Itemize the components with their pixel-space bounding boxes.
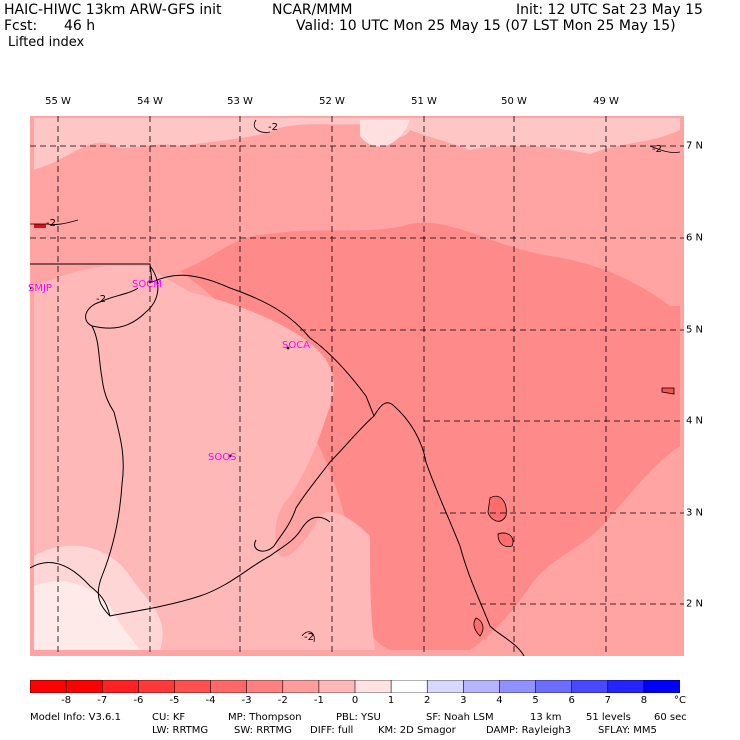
colorbar-tick-label: 5 — [532, 695, 539, 706]
contour-minus2 — [30, 119, 681, 643]
cell-strong — [661, 387, 675, 395]
footer-pbl: PBL: YSU — [336, 712, 381, 723]
lifted-index-map — [30, 116, 684, 656]
colorbar-segment — [426, 680, 465, 693]
field-weak-north — [34, 118, 680, 170]
lon-label: 51 W — [411, 96, 437, 107]
cell-strong — [34, 224, 46, 228]
colorbar-segment — [282, 680, 320, 693]
colorbar-segment — [463, 680, 501, 693]
colorbar-tick-label: -1 — [313, 695, 324, 706]
contour-label: -2 — [46, 218, 56, 229]
coastline-borders — [30, 263, 525, 656]
footer-model-info: Model Info: V3.6.1 — [30, 712, 121, 723]
colorbar-unit: °C — [674, 695, 686, 706]
footer-damp: DAMP: Rayleigh3 — [486, 725, 572, 736]
lat-lon-grid — [30, 116, 684, 656]
lon-label: 52 W — [319, 96, 345, 107]
colorbar-segment — [30, 680, 67, 693]
footer-km: KM: 2D Smagor — [378, 725, 456, 736]
colorbar-tick-label: -6 — [133, 695, 144, 706]
colorbar-segment — [138, 680, 176, 693]
colorbar-segment — [174, 680, 212, 693]
colorbar-tick-label: 6 — [568, 695, 575, 706]
colorbar-tick-label: -2 — [277, 695, 288, 706]
field-very-weak-north — [360, 120, 410, 147]
field-moderate-coast — [230, 256, 410, 376]
colorbar-tick-label: 7 — [604, 695, 611, 706]
lon-label: 50 W — [501, 96, 527, 107]
colorbar-tick-label: -5 — [169, 695, 180, 706]
contour-label: -2 — [652, 144, 662, 155]
footer-diff: DIFF: full — [310, 725, 354, 736]
colorbar-tick-label: 0 — [351, 695, 359, 706]
footer-lw: LW: RRTMG — [152, 725, 209, 736]
contour-label: -2 — [304, 632, 314, 643]
footer-mp: MP: Thompson — [228, 712, 302, 723]
colorbar-segment — [607, 680, 645, 693]
station-markers — [30, 280, 290, 458]
colorbar-tick-label: 3 — [460, 695, 467, 706]
footer-sw: SW: RRTMG — [234, 725, 292, 736]
lat-label: 7 N — [686, 140, 704, 152]
footer-timestep: 60 sec — [654, 712, 687, 723]
footer-sf: SF: Noah LSM — [426, 712, 494, 723]
station-label: SMJP — [28, 283, 52, 294]
colorbar-tick-label: -3 — [241, 695, 252, 706]
colorbar-tick-label: -7 — [97, 695, 108, 706]
station-label: SOOS — [208, 452, 237, 463]
footer-sflay: SFLAY: MM5 — [598, 725, 657, 736]
colorbar-segment — [571, 680, 609, 693]
colorbar-segment — [643, 680, 680, 693]
colorbar-segment — [535, 680, 573, 693]
footer-resolution: 13 km — [530, 712, 562, 723]
cell-strong — [497, 532, 514, 547]
colorbar-segment — [354, 680, 392, 693]
colorbar-tick-label: -4 — [205, 695, 216, 706]
field-minimal-southwest — [34, 581, 140, 650]
colorbar-segment — [499, 680, 537, 693]
field-weak-southwest — [34, 266, 375, 650]
model-title: HAIC-HIWC 13km ARW-GFS init — [4, 2, 222, 18]
init-time: Init: 12 UTC Sat 23 May 15 — [516, 2, 703, 18]
lat-label: 2 N — [686, 598, 704, 610]
colorbar-tick-label: 1 — [387, 695, 395, 706]
center-label: NCAR/MMM — [272, 2, 353, 18]
lat-label: 4 N — [686, 415, 704, 427]
valid-time: Valid: 10 UTC Mon 25 May 15 (07 LST Mon … — [296, 18, 676, 34]
lat-label: 6 N — [686, 232, 704, 244]
colorbar-segment — [210, 680, 248, 693]
contour-label: -2 — [96, 294, 106, 305]
fcst-value: 46 h — [64, 18, 96, 34]
lat-label: 5 N — [686, 324, 704, 336]
cell-strong — [487, 495, 507, 522]
footer-levels: 51 levels — [586, 712, 631, 723]
colorbar-segment — [318, 680, 356, 693]
colorbar-segment — [390, 680, 429, 693]
colorbar-segment — [246, 680, 284, 693]
lon-label: 49 W — [593, 96, 619, 107]
station-label: SOCA — [282, 340, 311, 351]
field-name: Lifted index — [8, 35, 85, 50]
footer-cu: CU: KF — [152, 712, 186, 723]
fcst-label: Fcst: — [4, 18, 38, 34]
colorbar — [30, 680, 680, 693]
colorbar-segment — [101, 680, 140, 693]
lon-label: 53 W — [227, 96, 253, 107]
colorbar-tick-label: -8 — [61, 695, 72, 706]
colorbar-tick-label: 4 — [496, 695, 503, 706]
lon-label: 55 W — [45, 96, 71, 107]
colorbar-tick-label: 2 — [424, 695, 431, 706]
colorbar-segment — [65, 680, 104, 693]
contour-label: -2 — [268, 122, 278, 133]
lon-label: 54 W — [137, 96, 163, 107]
lat-label: 3 N — [686, 507, 704, 519]
colorbar-tick-label: 8 — [640, 695, 648, 706]
cell-strong — [473, 617, 484, 637]
station-label: SOCM — [132, 279, 162, 290]
